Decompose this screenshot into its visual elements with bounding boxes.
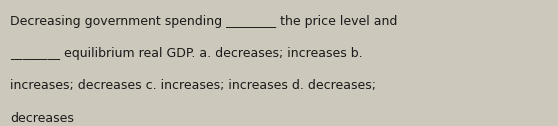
Text: Decreasing government spending ________ the price level and: Decreasing government spending ________ … <box>10 15 397 28</box>
Text: ________ equilibrium real GDP. a. decreases; increases b.: ________ equilibrium real GDP. a. decrea… <box>10 47 363 60</box>
Text: increases; decreases c. increases; increases d. decreases;: increases; decreases c. increases; incre… <box>10 79 376 92</box>
Text: decreases: decreases <box>10 112 74 124</box>
